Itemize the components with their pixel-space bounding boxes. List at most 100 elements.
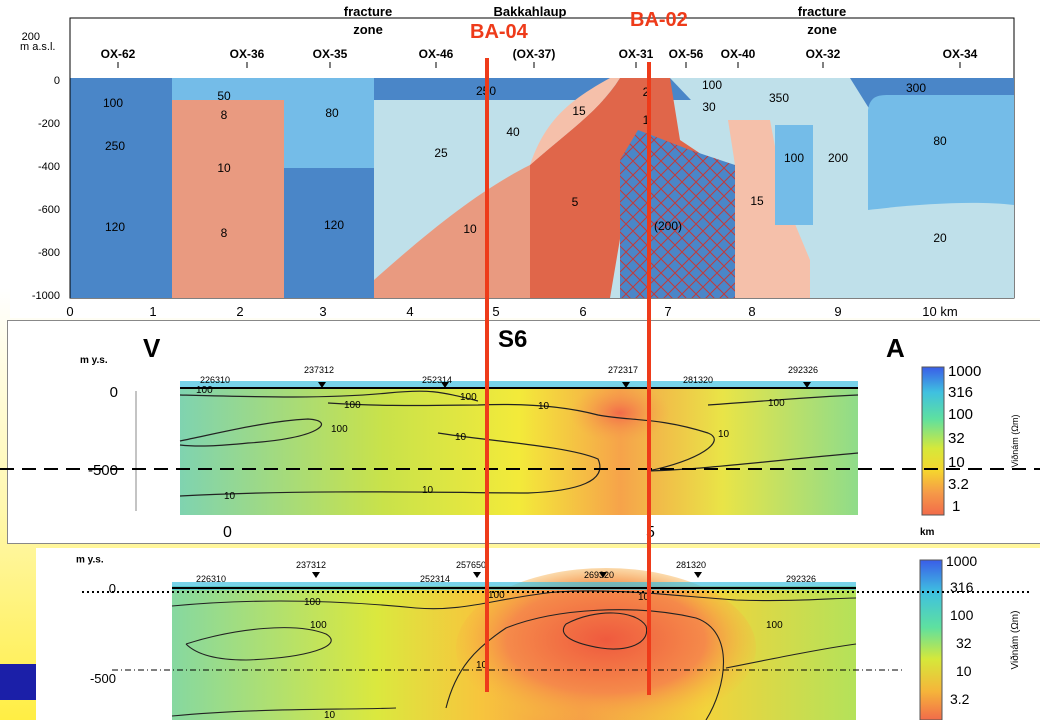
resistivity-value: 10 [217,161,231,175]
x-tick: 7 [664,304,671,318]
contour-label: 100 [310,620,327,631]
y-tick: 200 [22,31,40,43]
station-label: 272317 [608,365,638,375]
resistivity-value: 250 [105,139,125,153]
station-label: 252314 [422,375,452,385]
contour-label: 10 [476,660,488,671]
station-label: 281320 [676,560,706,570]
contour-label: 10 [324,710,336,720]
y-axis: m a.s.l. 200 0 -200 -400 -600 -800 -1000 [20,18,71,302]
station-label: 226310 [196,574,226,584]
left-letter: V [143,333,161,363]
resistivity-value: 100 [702,78,722,92]
station-labels: OX-62 OX-36 OX-35 OX-46 (OX-37) OX-31 OX… [101,47,978,61]
station-label: OX-56 [669,47,704,61]
colorbar-tick: 10 [956,663,972,679]
resistivity-value: 10 [463,222,477,236]
station-label: OX-62 [101,47,136,61]
contour-label: 10 [638,592,650,603]
station-label: OX-40 [721,47,756,61]
contour-label: 100 [488,590,505,601]
resistivity-value: 2 [643,85,650,99]
resistivity-section-lower-panel: m y.s. 0 -500 100 100 100 10 10 10 100 2… [36,548,1040,725]
station-label: OX-36 [230,47,265,61]
x-tick: 1 [149,304,156,318]
resistivity-value: 80 [933,134,947,148]
colorbar [921,366,945,516]
annotations: fracture zone Bakkahlaup fracture zone [344,4,846,37]
station-label: 226310 [200,375,230,385]
x-tick: 8 [748,304,755,318]
fracture-zone-left-line1: fracture [344,4,392,19]
contour-label: 100 [460,392,477,403]
bakkahlaup-label: Bakkahlaup [494,4,567,19]
contour-label: 100 [344,400,361,411]
y-tick: -500 [90,671,116,686]
colorbar-tick: 3.2 [948,476,969,493]
resistivity-section-s6: V S6 A m y.s. 0 -500 100 100 100 100 100… [80,326,1020,541]
contour-label: 100 [304,597,321,608]
contour-label: 100 [196,385,213,396]
surface-layer [172,582,856,590]
resistivity-value: 30 [702,100,716,114]
y-tick: 0 [54,75,60,87]
wedge-salmon [374,165,530,298]
colorbar-ticks: 1000 316 100 32 10 3.2 [946,553,977,707]
fracture-zone-right-line2: zone [807,22,837,37]
resistivity-value: 100 [103,96,123,110]
resistivity-value: 50 [217,89,231,103]
contour-label: 100 [766,620,783,631]
y-tick: -500 [88,462,118,479]
resistivity-value: 100 [784,151,804,165]
colorbar-label: Viðnám (Ωm) [1009,611,1021,670]
station-label: 269320 [584,570,614,580]
contour-label: 10 [718,429,730,440]
colorbar-tick: 10 [948,454,965,471]
x-axis: 0 1 2 3 4 5 6 7 8 9 10 km [66,304,957,319]
x-tick: 2 [236,304,243,318]
y-tick: -400 [38,161,60,173]
station-label: 292326 [788,365,818,375]
colorbar-tick: 32 [956,635,972,651]
x-tick: 5 [492,304,499,318]
colorbar-tick: 100 [948,406,973,423]
well-ba02-label: BA-02 [630,9,688,31]
resistivity-value: 120 [324,218,344,232]
station-label: 237312 [304,365,334,375]
colorbar-tick: 316 [948,384,973,401]
block-light-salmon-right [728,120,810,298]
x-tick: 6 [579,304,586,318]
station-label: OX-46 [419,47,454,61]
resistivity-value: 300 [906,81,926,95]
y-axis-label: m y.s. [80,355,108,366]
station-label: OX-32 [806,47,841,61]
resistivity-value: 20 [933,231,947,245]
y-tick: 0 [110,384,118,401]
conceptual-cross-section-panel: m a.s.l. 200 0 -200 -400 -600 -800 -1000… [10,0,1040,319]
contour-label: 100 [768,398,785,409]
resistivity-value: 120 [105,220,125,234]
low-resistivity-anomaly [570,383,670,443]
contour-label: 10 [538,401,550,412]
station-label: OX-31 [619,47,654,61]
x-tick: 0 [66,304,73,318]
resistivity-value: 350 [769,91,789,105]
resistivity-value: 8 [221,226,228,240]
resistivity-value: 15 [572,104,586,118]
station-label: OX-35 [313,47,348,61]
colorbar-tick: 100 [950,607,974,623]
resistivity-value: 5 [572,195,579,209]
block-dark-blue-ox35 [284,168,374,298]
colorbar-label: Viðnám (Ωm) [1010,414,1020,467]
fracture-zone-right-line1: fracture [798,4,846,19]
resistivity-value: 15 [750,194,764,208]
resistivity-value: 8 [221,108,228,122]
y-axis-label: m y.s. [76,554,104,565]
resistivity-value: 40 [506,125,520,139]
x-tick: 10 km [922,304,957,318]
contour-lines [179,390,859,497]
y-tick: 0 [109,581,116,596]
block-light-blue-far-right [868,202,1014,298]
resistivity-labels: 100 250 120 50 8 10 8 80 120 250 25 10 4… [103,78,947,245]
